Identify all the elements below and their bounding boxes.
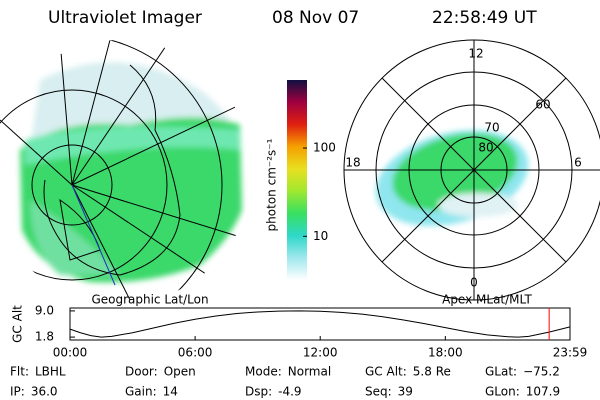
- status-label: Gain:: [125, 385, 157, 399]
- x-tick-label: 23:59: [553, 346, 588, 360]
- status-value: 39: [398, 385, 413, 399]
- status-label: Dsp:: [245, 385, 272, 399]
- geographic-image: [0, 40, 250, 290]
- y-tick-label: 1.8: [35, 330, 54, 344]
- mlt-label: 0: [470, 276, 478, 290]
- mlt-label: 6: [574, 156, 582, 170]
- time: 22:58:49 UT: [432, 8, 537, 28]
- panel-label: Geographic Lat/Lon: [91, 293, 208, 307]
- status-label: GC Alt:: [365, 365, 407, 379]
- x-tick-label: 12:00: [303, 346, 338, 360]
- x-tick-label: 00:00: [53, 346, 88, 360]
- status-value: Normal: [288, 365, 331, 379]
- status-value: Open: [164, 365, 196, 379]
- x-tick-label: 06:00: [178, 346, 213, 360]
- status-label: Door:: [125, 365, 158, 379]
- status-value: −75.2: [523, 365, 560, 379]
- colorbar-label: photon cm⁻²s⁻¹: [265, 138, 279, 231]
- panel-label: Apex MLat/MLT: [442, 293, 532, 307]
- mlat-label: 80: [478, 141, 493, 155]
- status-value: 36.0: [31, 385, 58, 399]
- status-value: 14: [163, 385, 178, 399]
- colorbar: [287, 80, 307, 280]
- status-value: 107.9: [526, 385, 560, 399]
- y-tick-label: 9.0: [35, 303, 54, 317]
- altitude-line: [69, 310, 571, 338]
- apex-grid: [343, 39, 600, 301]
- status-label: IP:: [10, 385, 25, 399]
- geographic-grid: [0, 40, 251, 304]
- mlt-label: 18: [345, 156, 360, 170]
- colorbar-tick-label: 10: [313, 229, 328, 243]
- status-value: LBHL: [35, 365, 66, 379]
- status-label: Mode:: [245, 365, 282, 379]
- mlt-label: 12: [468, 47, 483, 61]
- mlat-label: 60: [535, 98, 550, 112]
- meridian: [71, 184, 116, 286]
- status-label: GLat:: [485, 365, 517, 379]
- x-tick-label: 18:00: [428, 346, 463, 360]
- status-label: Seq:: [365, 385, 392, 399]
- colorbar-tick-label: 100: [313, 141, 336, 155]
- title: Ultraviolet Imager: [48, 8, 202, 28]
- date: 08 Nov 07: [272, 8, 359, 28]
- status-value: 5.8 Re: [413, 365, 451, 379]
- status-value: -4.9: [278, 385, 301, 399]
- y-axis-label: GC Alt: [11, 305, 25, 343]
- status-label: Flt:: [10, 365, 29, 379]
- status-label: GLon:: [485, 385, 520, 399]
- mlat-label: 70: [484, 121, 499, 135]
